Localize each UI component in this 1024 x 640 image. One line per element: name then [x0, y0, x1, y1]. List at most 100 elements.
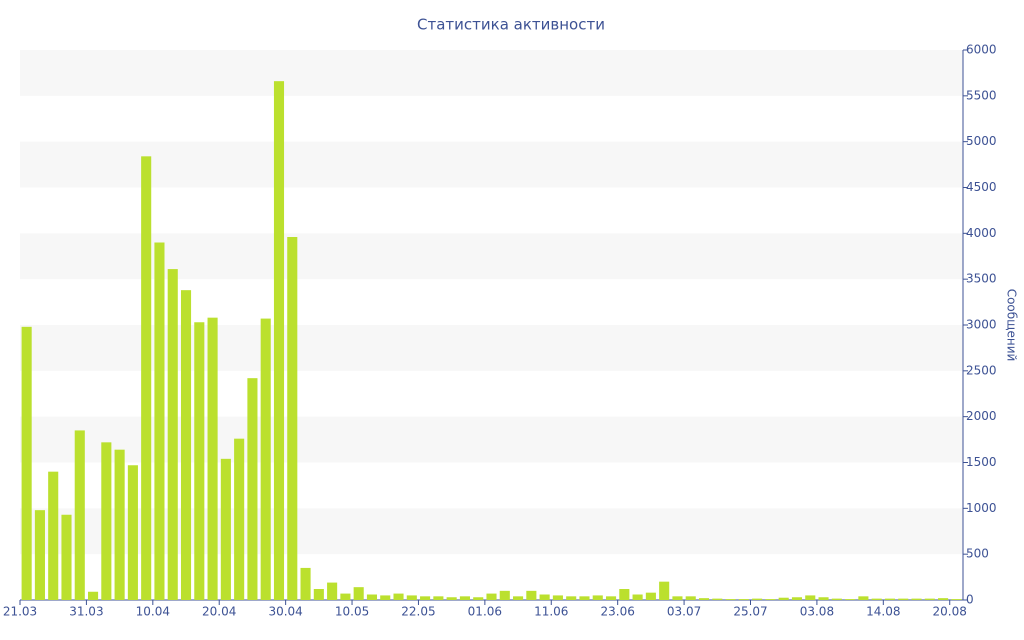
x-tick-label: 25.07 [733, 605, 767, 619]
bar [353, 587, 364, 600]
x-tick-label: 03.07 [667, 605, 701, 619]
bar [552, 595, 563, 600]
bar [446, 597, 457, 600]
bar [486, 593, 497, 600]
bar [791, 597, 803, 600]
bar [884, 598, 895, 600]
x-tick-label: 14.08 [866, 605, 900, 619]
bar [420, 596, 431, 600]
bar [698, 598, 710, 600]
bar [433, 596, 444, 600]
bar [300, 567, 311, 600]
bar [951, 599, 962, 600]
bar [234, 438, 245, 600]
x-tick-label: 20.08 [933, 605, 967, 619]
bar [247, 378, 258, 600]
bar [685, 596, 696, 600]
bar [924, 598, 935, 600]
x-tick-label: 20.04 [202, 605, 236, 619]
y-tick-label: 2500 [966, 363, 997, 377]
y-tick-label: 500 [966, 547, 989, 561]
bar [938, 598, 949, 600]
bar [592, 595, 603, 600]
y-axis-label: Сообщений [1005, 289, 1019, 362]
bar [260, 318, 271, 600]
bar [526, 590, 537, 600]
bar [340, 593, 351, 600]
bar [459, 596, 470, 600]
bar [831, 598, 842, 600]
y-tick-label: 1500 [966, 455, 997, 469]
grid-band [20, 141, 963, 188]
x-tick-label: 22.05 [401, 605, 435, 619]
bar [101, 442, 112, 600]
bar [579, 596, 590, 600]
bar [499, 590, 510, 600]
y-tick-label: 2000 [966, 409, 997, 423]
bar [34, 510, 45, 600]
bar [154, 242, 165, 600]
bar [287, 237, 298, 600]
bar [619, 589, 630, 600]
bar [167, 269, 178, 600]
bar [513, 596, 524, 600]
bar [74, 430, 85, 600]
bar [778, 597, 789, 600]
y-tick-label: 5500 [966, 88, 997, 102]
x-tick-label: 01.06 [468, 605, 502, 619]
y-tick-label: 1000 [966, 501, 997, 515]
grid-band [20, 50, 963, 96]
bar [898, 598, 909, 600]
bar [871, 598, 882, 600]
bar [911, 598, 922, 600]
bar [141, 156, 152, 601]
bar [632, 594, 643, 600]
bar [366, 594, 378, 600]
bar [645, 592, 656, 600]
bar [725, 599, 736, 600]
bar [220, 458, 231, 600]
bar [672, 596, 683, 600]
bar [127, 465, 138, 600]
bar [712, 598, 723, 600]
bar [818, 597, 829, 600]
y-tick-label: 5000 [966, 134, 997, 148]
bar [738, 599, 749, 600]
x-tick-label: 03.08 [800, 605, 834, 619]
bar [659, 581, 670, 600]
bar [752, 598, 763, 600]
y-tick-label: 4000 [966, 226, 997, 240]
x-tick-label: 30.04 [268, 605, 302, 619]
bar [473, 597, 484, 600]
bar [539, 594, 550, 600]
y-tick-label: 3000 [966, 318, 997, 332]
y-tick-label: 4500 [966, 180, 997, 194]
y-tick-label: 0 [966, 593, 974, 607]
bar [48, 471, 59, 600]
bar [393, 593, 404, 600]
x-tick-label: 31.03 [69, 605, 103, 619]
x-tick-label: 10.05 [335, 605, 369, 619]
bar [207, 317, 218, 600]
bar [88, 591, 99, 600]
x-tick-label: 10.04 [136, 605, 170, 619]
bar [327, 582, 338, 600]
y-tick-label: 3500 [966, 272, 997, 286]
chart-title: Статистика активности [417, 16, 605, 34]
bar [858, 596, 869, 600]
bar [805, 595, 816, 600]
x-tick-label: 23.06 [600, 605, 634, 619]
bar [313, 589, 324, 600]
bar [380, 595, 391, 600]
bar [61, 514, 72, 600]
bar [765, 599, 776, 600]
bar [194, 322, 205, 600]
y-tick-label: 6000 [966, 43, 997, 57]
bar [605, 596, 617, 600]
x-tick-label: 21.03 [3, 605, 37, 619]
bar [406, 595, 417, 600]
bar [21, 326, 32, 600]
bar [273, 81, 285, 600]
bar [114, 449, 125, 600]
